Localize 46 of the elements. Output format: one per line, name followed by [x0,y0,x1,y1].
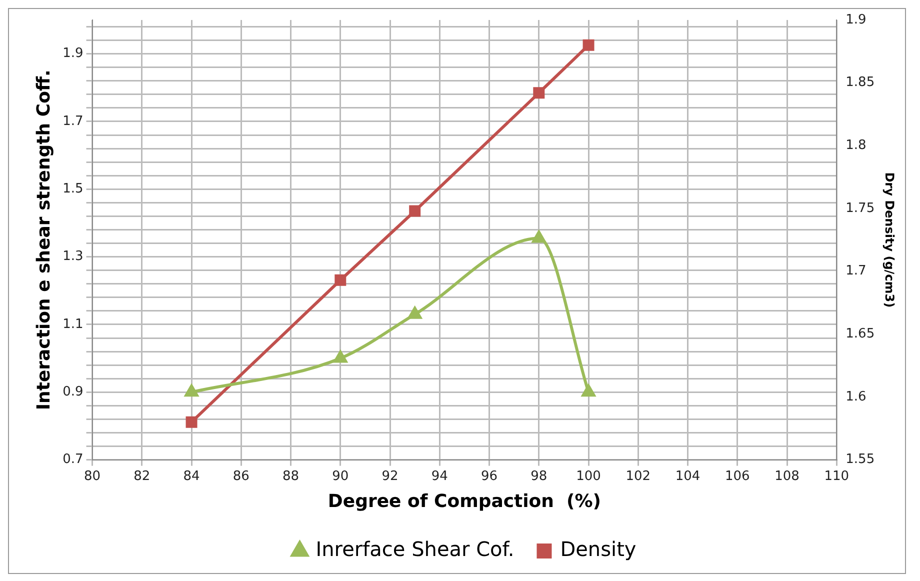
x-tick-label: 80 [84,468,101,484]
point [409,205,421,217]
y2-tick-label: 1.65 [846,326,875,342]
x-tick-label: 104 [675,468,700,484]
point [334,274,346,286]
x-tick-label: 106 [724,468,750,484]
y2-tick-label: 1.55 [846,452,875,468]
x-tick-label: 88 [282,468,300,484]
legend-label: Inrerface Shear Cof. [316,537,514,562]
x-tick-label: 90 [332,468,349,484]
x-tick-label: 102 [626,468,651,484]
y-tick-label: 0.7 [62,452,84,468]
x-tick-label: 100 [576,468,601,484]
x-tick-label: 94 [431,468,448,484]
point [186,416,198,428]
y2-tick-label: 1.8 [846,138,866,154]
y2-axis-title: Dry Density (g/cm3) [882,172,897,308]
x-tick-label: 82 [134,468,150,484]
point [533,87,545,99]
x-tick-label: 110 [824,468,850,484]
x-axis-title: Degree of Compaction (%) [328,490,602,512]
point [334,350,348,363]
y-tick-label: 1.3 [62,249,84,264]
x-tick-label: 92 [382,468,398,484]
x-tick-label: 96 [481,468,498,484]
y-tick-label: 1.1 [62,316,84,332]
point [532,230,546,243]
y2-tick-label: 1.6 [846,389,866,404]
y2-tick-label: 1.75 [846,200,875,216]
y2-tick-label: 1.9 [846,12,866,28]
x-tick-label: 84 [183,468,200,484]
point [184,384,198,397]
y2-tick-label: 1.7 [846,264,866,279]
point [408,306,422,319]
y2-tick-label: 1.85 [846,75,875,90]
y-axis-title: Interaction e shear strength Coff. [33,70,54,410]
point [582,39,594,51]
y-tick-label: 1.5 [62,182,84,197]
x-tick-label: 86 [232,468,250,484]
point [582,384,596,397]
x-tick-label: 98 [530,468,548,484]
y-tick-label: 0.9 [62,384,84,400]
y-tick-label: 1.9 [62,46,84,62]
legend-label: Density [560,537,636,562]
y-tick-label: 1.7 [62,114,84,129]
x-tick-label: 108 [774,468,800,484]
